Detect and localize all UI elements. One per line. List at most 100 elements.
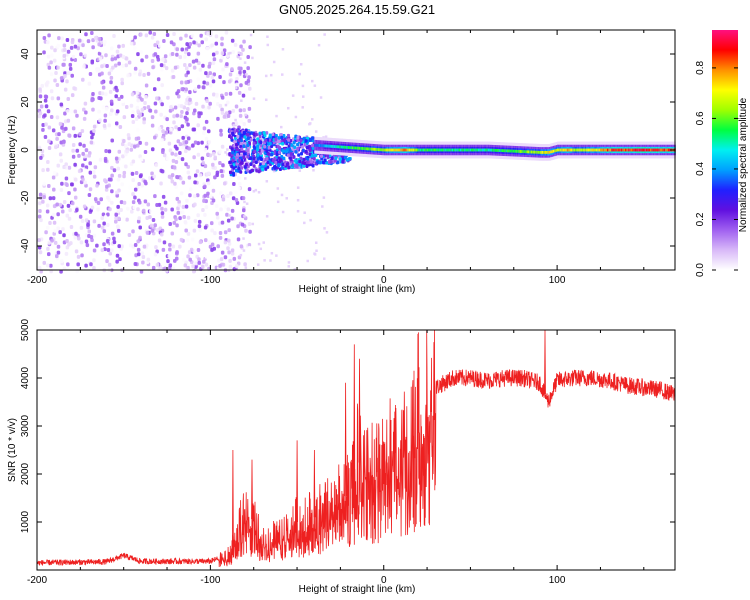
- spectrogram-cell: [246, 143, 250, 147]
- spectrogram-cell: [116, 204, 120, 209]
- spectrogram-cell: [280, 125, 283, 129]
- spectrogram-cell: [202, 126, 207, 131]
- spectrogram-cell: [133, 35, 137, 40]
- spectrogram-cell: [159, 63, 164, 68]
- spectrogram-cell: [188, 90, 192, 95]
- spectrogram-cell: [195, 55, 199, 60]
- spectrogram-cell: [171, 244, 176, 249]
- spectrogram-cell: [95, 68, 100, 73]
- spectrogram-cell: [115, 109, 120, 114]
- spectrogram-cell: [57, 132, 61, 137]
- spectrogram-cell: [206, 152, 210, 157]
- spectrogram-cell: [59, 259, 64, 264]
- spectrogram-cell: [56, 96, 61, 101]
- spectrogram-cell: [231, 158, 235, 163]
- spectrogram-cell: [96, 200, 101, 205]
- spectrogram-cell: [616, 148, 619, 152]
- spectrogram-cell: [70, 73, 74, 78]
- spectrogram-cell: [297, 153, 301, 157]
- spectrogram-cell: [275, 114, 278, 118]
- spectrogram-cell: [87, 153, 91, 158]
- spectrogram-cell: [119, 106, 123, 111]
- spectrogram-cell: [127, 136, 131, 141]
- spectrogram-cell: [626, 148, 629, 152]
- spectrogram-cell: [220, 250, 225, 255]
- spectrogram-cell: [263, 133, 267, 138]
- spectrogram-cell: [252, 190, 256, 193]
- spectrogram-cell: [105, 239, 110, 244]
- spectrogram-cell: [559, 148, 563, 152]
- snr-frame: [36, 329, 676, 571]
- spectrogram-cell: [180, 47, 184, 52]
- spectrogram-cell: [186, 265, 190, 270]
- spectrogram-cell: [46, 109, 51, 114]
- spectrogram-cell: [261, 167, 265, 172]
- spectrogram-cell: [245, 73, 248, 76]
- spectrogram-cell: [63, 47, 67, 52]
- spectrogram-cell: [106, 195, 110, 200]
- spectrogram-cell: [480, 148, 484, 152]
- spectrogram-cell: [432, 148, 435, 152]
- spectrogram-cell: [256, 157, 260, 161]
- spectrogram-cell: [114, 121, 119, 126]
- spectrogram-cell: [87, 193, 92, 198]
- spectrogram-cell: [239, 244, 244, 249]
- spectrogram-cell: [375, 147, 378, 151]
- spectrogram-cell: [136, 247, 141, 252]
- spectrogram-cell: [196, 247, 201, 252]
- spectrogram-cell: [97, 42, 101, 47]
- spectrogram-cell: [209, 194, 213, 199]
- spectrogram-cell: [44, 122, 48, 127]
- spectrogram-cell: [249, 162, 253, 166]
- spectrogram-cell: [142, 208, 146, 213]
- spectrogram-cell: [197, 114, 201, 119]
- spectrogram-cell: [44, 230, 48, 235]
- spectrogram-cell: [81, 163, 85, 168]
- spectrogram-cell: [280, 165, 284, 170]
- spectrogram-cell: [48, 196, 53, 201]
- spectrogram-cell: [217, 258, 221, 263]
- spectrogram-cell: [95, 183, 99, 188]
- spectrogram-cell: [236, 134, 240, 139]
- spectrogram-cell: [222, 181, 227, 186]
- spectrogram-cell: [79, 240, 84, 245]
- spectrogram-cell: [228, 160, 232, 164]
- spectrogram-cell: [38, 87, 42, 92]
- spectrogram-cell: [49, 115, 54, 120]
- spectrogram-cell: [237, 62, 241, 67]
- spectrogram-cell: [204, 254, 209, 259]
- spectrogram-cell: [131, 200, 136, 205]
- spectrogram-cell: [228, 123, 233, 128]
- spectrogram-cell: [220, 55, 224, 60]
- spectrogram-cell: [52, 58, 57, 63]
- spectrogram-cell: [178, 142, 183, 147]
- figure-title: GN05.2025.264.15.59.G21: [279, 2, 435, 17]
- spectrogram-cell: [96, 207, 100, 212]
- spectrogram-cell: [46, 54, 51, 59]
- spectrogram-cell: [126, 133, 131, 138]
- spectrogram-cell: [120, 81, 124, 86]
- spectrogram-cell: [303, 161, 307, 165]
- spectrogram-cell: [371, 147, 374, 151]
- spectrogram-cell: [482, 148, 485, 152]
- spectrogram-cell: [60, 36, 64, 41]
- spectrogram-cell: [187, 175, 192, 180]
- x-tick-label: 100: [549, 275, 566, 286]
- spectrogram-cell: [153, 52, 158, 57]
- spectrogram-cell: [151, 265, 156, 270]
- spectrogram-cell: [139, 50, 143, 55]
- spectrogram-cell: [441, 148, 445, 152]
- spectrogram-cell: [140, 107, 145, 112]
- spectrogram-cell: [61, 209, 65, 214]
- spectrogram-cell: [46, 246, 50, 251]
- spectrogram-cell: [198, 67, 203, 72]
- spectrogram-cell: [461, 148, 464, 152]
- spectrogram-cell: [200, 40, 205, 45]
- spectrogram-cell: [175, 47, 180, 52]
- spectrogram-cell: [636, 148, 639, 152]
- snr-x-ticks: -200 -100 0 100: [27, 330, 645, 586]
- spectrogram-cell: [319, 154, 323, 158]
- spectrogram-cell: [404, 148, 407, 152]
- spectrogram-cell: [243, 61, 247, 64]
- spectrogram-cell: [269, 259, 272, 262]
